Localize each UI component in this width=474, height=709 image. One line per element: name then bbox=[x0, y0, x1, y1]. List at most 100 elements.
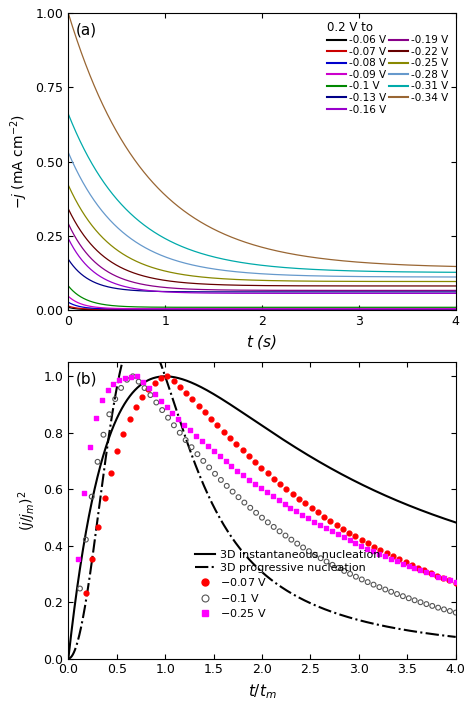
Point bbox=[276, 525, 283, 537]
Point bbox=[364, 576, 372, 588]
Point bbox=[439, 572, 447, 584]
Point bbox=[293, 538, 301, 549]
Point bbox=[301, 498, 309, 509]
Point bbox=[369, 546, 377, 557]
Point bbox=[176, 381, 183, 393]
Point bbox=[446, 575, 454, 586]
Point bbox=[201, 407, 209, 418]
Point bbox=[340, 565, 348, 576]
Point bbox=[88, 491, 95, 502]
Point bbox=[200, 455, 207, 467]
Point bbox=[317, 552, 325, 564]
Point bbox=[423, 598, 430, 610]
Point bbox=[364, 537, 372, 549]
Point bbox=[275, 494, 283, 506]
Point bbox=[141, 382, 148, 393]
Point bbox=[198, 435, 206, 447]
Y-axis label: $-j$ (mA cm$^{-2}$): $-j$ (mA cm$^{-2}$) bbox=[9, 114, 30, 209]
Point bbox=[176, 427, 183, 438]
Point bbox=[193, 449, 201, 460]
Point bbox=[263, 486, 271, 498]
Point bbox=[299, 542, 307, 553]
Point bbox=[138, 391, 146, 403]
Point bbox=[440, 603, 448, 615]
Point bbox=[405, 560, 412, 571]
Point bbox=[106, 408, 113, 420]
Point bbox=[252, 507, 260, 518]
Text: (a): (a) bbox=[76, 22, 97, 38]
Point bbox=[411, 595, 419, 606]
Point bbox=[358, 534, 365, 545]
Point bbox=[288, 534, 295, 545]
Point bbox=[295, 493, 303, 505]
Point bbox=[292, 506, 300, 517]
Point bbox=[311, 549, 319, 560]
Point bbox=[151, 389, 158, 400]
Point bbox=[346, 535, 353, 546]
Point bbox=[216, 451, 223, 462]
Text: (b): (b) bbox=[76, 371, 98, 386]
Point bbox=[232, 439, 240, 450]
Point bbox=[399, 591, 407, 602]
Point bbox=[282, 530, 289, 541]
Point bbox=[393, 588, 401, 600]
Point bbox=[308, 503, 315, 514]
Point bbox=[417, 564, 424, 576]
Point bbox=[129, 371, 137, 382]
Point bbox=[352, 571, 360, 582]
Point bbox=[82, 587, 90, 598]
Point bbox=[375, 581, 383, 593]
Point bbox=[387, 553, 394, 564]
Point bbox=[188, 442, 195, 453]
Point bbox=[428, 601, 436, 612]
Point bbox=[428, 569, 436, 580]
Point bbox=[182, 435, 190, 446]
Point bbox=[157, 395, 164, 406]
Point bbox=[289, 489, 297, 500]
Point bbox=[334, 529, 341, 540]
Point bbox=[327, 515, 334, 527]
Point bbox=[370, 579, 377, 591]
Point bbox=[305, 545, 313, 557]
Point bbox=[217, 474, 225, 486]
Point bbox=[387, 586, 395, 598]
Point bbox=[264, 517, 272, 528]
Point bbox=[320, 511, 328, 523]
Point bbox=[170, 420, 178, 431]
Point bbox=[389, 551, 397, 562]
Point bbox=[381, 551, 389, 562]
Point bbox=[94, 521, 102, 532]
Point bbox=[182, 387, 190, 398]
Point bbox=[417, 596, 424, 608]
Point bbox=[92, 413, 100, 424]
Point bbox=[440, 573, 448, 584]
Point bbox=[145, 384, 152, 395]
Point bbox=[328, 559, 336, 571]
Legend: -0.06 V, -0.07 V, -0.08 V, -0.09 V, -0.1 V, -0.13 V, -0.16 V, -0.19 V, -0.22 V, : -0.06 V, -0.07 V, -0.08 V, -0.09 V, -0.1… bbox=[323, 16, 453, 118]
Point bbox=[446, 575, 453, 586]
Point bbox=[223, 480, 230, 491]
Point bbox=[153, 397, 160, 408]
Point bbox=[276, 479, 284, 490]
Point bbox=[234, 465, 241, 476]
Point bbox=[310, 516, 318, 527]
Point bbox=[335, 562, 342, 574]
Point bbox=[383, 547, 391, 559]
Point bbox=[434, 571, 442, 582]
Point bbox=[364, 543, 371, 554]
Point bbox=[82, 534, 90, 545]
Legend: 3D instantaneous nucleation, 3D progressive nucleation, $-$0.07 V, $-$0.1 V, $-$: 3D instantaneous nucleation, 3D progress… bbox=[190, 545, 385, 623]
Point bbox=[164, 412, 172, 423]
Point bbox=[452, 576, 459, 588]
Point bbox=[452, 607, 459, 618]
Point bbox=[434, 602, 442, 613]
Point bbox=[304, 513, 312, 524]
Point bbox=[204, 440, 212, 452]
X-axis label: $t$ (s): $t$ (s) bbox=[246, 333, 278, 351]
Point bbox=[245, 451, 253, 462]
Point bbox=[405, 593, 412, 604]
Point bbox=[121, 372, 129, 384]
Point bbox=[235, 491, 242, 503]
Point bbox=[88, 553, 96, 564]
Point bbox=[333, 519, 340, 530]
